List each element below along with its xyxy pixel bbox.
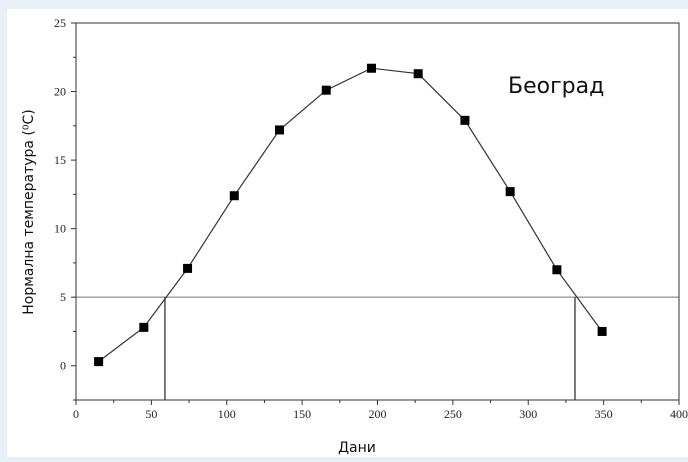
y-tick-label-25: 25 [54,16,66,30]
chart-marks [76,63,679,400]
data-point-11 [552,265,562,275]
y-tick-label-15: 15 [54,153,66,167]
data-point-9 [460,115,470,125]
x-tick-label-400: 400 [670,407,688,421]
data-point-7 [366,63,376,73]
annotation-label: Београд [508,74,604,99]
x-tick-label-150: 150 [293,407,311,421]
x-tick-label-0: 0 [73,407,79,421]
axis-ticks: 0 50 100 150 200 250 300 350 400 0 5 10 15 20 25 [54,16,688,421]
y-tick-label-20: 20 [54,85,66,99]
data-point-12 [597,326,607,336]
y-tick-label-5: 5 [60,290,66,304]
data-point-10 [505,187,515,197]
data-point-5 [275,125,285,135]
x-tick-label-300: 300 [519,407,537,421]
x-tick-label-50: 50 [145,407,157,421]
data-point-8 [413,69,423,79]
y-axis-title: Нормална температура (⁰C) [21,109,37,314]
x-tick-label-100: 100 [218,407,236,421]
data-point-1 [94,357,104,367]
data-point-4 [229,191,239,201]
data-point-2 [139,322,149,332]
data-point-3 [183,263,193,273]
x-tick-label-200: 200 [369,407,387,421]
x-axis-title: Дани [338,440,376,456]
series-line-1 [98,67,603,363]
y-tick-label-10: 10 [54,222,66,236]
data-point-6 [321,85,331,95]
x-tick-label-350: 350 [595,407,613,421]
y-tick-label-0: 0 [60,359,66,373]
x-tick-label-250: 250 [444,407,462,421]
